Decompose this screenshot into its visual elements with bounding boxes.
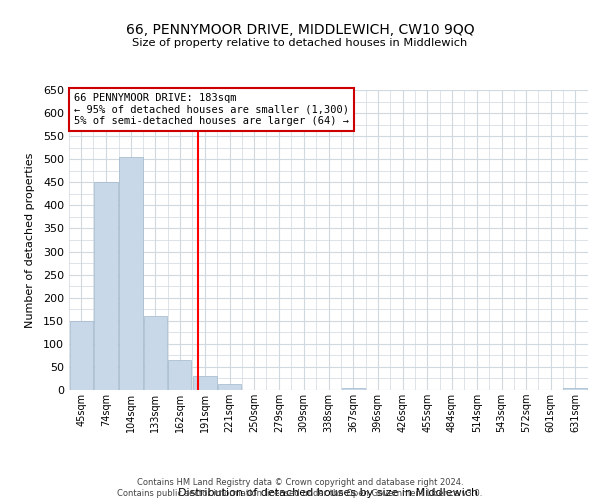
Bar (94, 182, 118, 390)
Bar (70, 321, 93, 390)
Bar (168, 360, 191, 390)
Bar (193, 376, 217, 390)
Bar (563, 388, 587, 390)
Text: Size of property relative to detached houses in Middlewich: Size of property relative to detached ho… (133, 38, 467, 48)
X-axis label: Distribution of detached houses by size in Middlewich: Distribution of detached houses by size … (178, 488, 479, 498)
Bar (119, 157, 143, 390)
Text: Contains HM Land Registry data © Crown copyright and database right 2024.
Contai: Contains HM Land Registry data © Crown c… (118, 478, 482, 498)
Text: 66, PENNYMOOR DRIVE, MIDDLEWICH, CW10 9QQ: 66, PENNYMOOR DRIVE, MIDDLEWICH, CW10 9Q… (125, 22, 475, 36)
Bar (144, 316, 167, 390)
Text: 66 PENNYMOOR DRIVE: 183sqm
← 95% of detached houses are smaller (1,300)
5% of se: 66 PENNYMOOR DRIVE: 183sqm ← 95% of deta… (74, 93, 349, 126)
Bar (342, 388, 365, 390)
Bar (218, 384, 241, 390)
Y-axis label: Number of detached properties: Number of detached properties (25, 152, 35, 328)
